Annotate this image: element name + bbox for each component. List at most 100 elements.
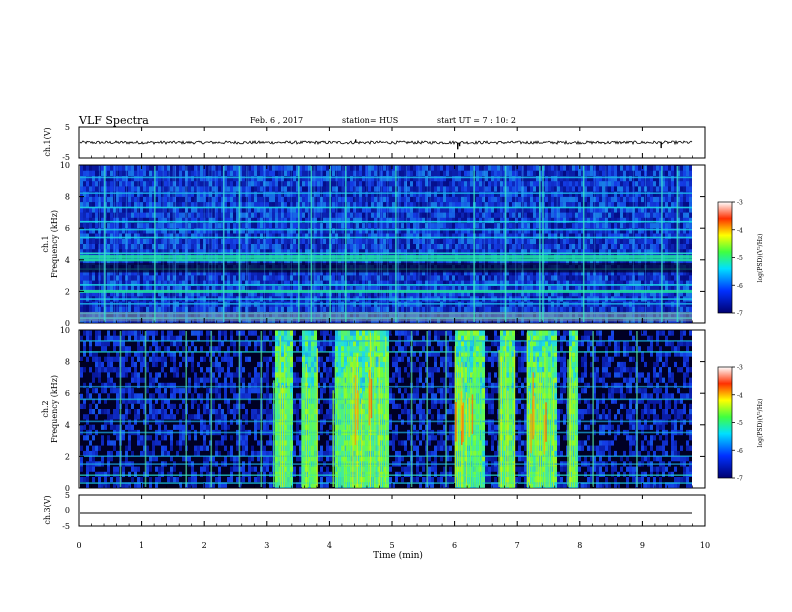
spectrogram-cell: [275, 270, 278, 276]
spectrogram-cell: [419, 291, 422, 297]
spectrogram-cell: [479, 176, 482, 182]
spectrogram-cell: [482, 181, 485, 187]
spectrogram-cell: [347, 217, 350, 224]
spectrogram-cell: [479, 191, 482, 198]
spectrogram-cell: [506, 291, 509, 297]
spectrogram-cell: [299, 228, 302, 234]
spectrogram-cell: [188, 196, 191, 203]
spectrogram-cell: [179, 238, 182, 245]
spectrogram-cell: [530, 228, 533, 234]
spectrogram-cell: [302, 285, 305, 292]
spectrogram-cell: [185, 165, 188, 171]
spectrogram-cell: [203, 217, 206, 224]
spectrogram-cell: [113, 186, 116, 192]
spectrogram-cell: [188, 238, 191, 245]
spectrogram-cell: [326, 249, 329, 255]
spectrogram-cell: [158, 196, 161, 203]
spectrogram-cell: [362, 228, 365, 234]
spectrogram-cell: [146, 238, 149, 245]
spectrogram-cell: [224, 238, 227, 245]
spectrogram-cell: [335, 202, 338, 208]
spectrogram-cell: [128, 217, 131, 224]
spectrogram-cell: [155, 186, 158, 192]
spectrogram-cell: [131, 306, 134, 313]
spectrogram-cell: [524, 244, 527, 250]
spectrogram-cell: [557, 207, 560, 213]
spectrogram-cell: [401, 306, 404, 313]
spectrogram-cell: [194, 275, 197, 281]
spectrogram-cell: [440, 228, 443, 234]
spectrogram-cell: [401, 165, 404, 171]
spectrogram-cell: [551, 170, 554, 177]
spectrogram-cell: [236, 181, 239, 187]
spectrogram-cell: [263, 285, 266, 292]
spectrogram-cell: [284, 186, 287, 192]
spectrogram-cell: [110, 176, 113, 182]
spectrogram-cell: [218, 165, 221, 171]
spectrogram-cell: [386, 170, 389, 177]
spectrogram-cell: [197, 228, 200, 234]
spectrogram-cell: [167, 186, 170, 192]
spectrogram-cell: [311, 270, 314, 276]
spectrogram-cell: [236, 259, 239, 266]
spectrogram-cell: [293, 191, 296, 198]
spectrogram-cell: [536, 165, 539, 171]
spectrogram-cell: [464, 202, 467, 208]
spectrogram-cell: [449, 196, 452, 203]
spectrogram-cell: [575, 259, 578, 266]
spectrogram-cell: [443, 191, 446, 198]
spectrogram-cell: [527, 280, 530, 287]
spectrogram-cell: [485, 165, 488, 171]
spectrogram-cell: [164, 191, 167, 198]
spectrogram-cell: [233, 233, 236, 239]
spectrogram-cell: [296, 306, 299, 313]
spectrogram-cell: [443, 186, 446, 192]
spectrogram-cell: [374, 249, 377, 255]
spectrogram-cell: [305, 176, 308, 182]
spectrogram-cell: [182, 181, 185, 187]
spectrogram-cell: [476, 217, 479, 224]
spectrogram-cell: [560, 191, 563, 198]
spectrogram-cell: [443, 306, 446, 313]
spectrogram-cell: [479, 186, 482, 192]
spectrogram-cell: [293, 196, 296, 203]
spectrogram-cell: [356, 291, 359, 297]
spectrogram-cell: [269, 275, 272, 281]
spectrogram-cell: [200, 212, 203, 219]
spectrogram-cell: [278, 244, 281, 250]
spectrogram-cell: [377, 181, 380, 187]
spectrogram-cell: [197, 223, 200, 229]
spectrogram-cell: [263, 249, 266, 255]
spectrogram-cell: [269, 280, 272, 287]
spectrogram-cell: [527, 306, 530, 313]
spectrogram-cell: [86, 202, 89, 208]
spectrogram-cell: [398, 238, 401, 245]
spectrogram-cell: [305, 212, 308, 219]
spectrogram-cell: [470, 270, 473, 276]
spectrogram-cell: [374, 228, 377, 234]
spectrogram-cell: [359, 238, 362, 245]
spectrogram-cell: [146, 202, 149, 208]
spectrogram-cell: [521, 202, 524, 208]
spectrogram-cell: [152, 259, 155, 266]
spectrogram-cell: [575, 212, 578, 219]
spectrogram-cell: [380, 228, 383, 234]
spectrogram-cell: [467, 259, 470, 266]
spectrogram-cell: [404, 186, 407, 192]
spectrogram-cell: [233, 223, 236, 229]
spectrogram-cell: [557, 280, 560, 287]
spectrogram-cell: [116, 228, 119, 234]
spectrogram-cell: [485, 228, 488, 234]
spectrogram-cell: [275, 176, 278, 182]
spectrogram-cell: [287, 280, 290, 287]
spectrogram-cell: [476, 170, 479, 177]
spectrogram-cell: [86, 270, 89, 276]
spectrogram-cell: [245, 306, 248, 313]
spectrogram-cell: [110, 202, 113, 208]
spectrogram-cell: [116, 176, 119, 182]
spectrogram-cell: [152, 223, 155, 229]
spectrogram-cell: [398, 280, 401, 287]
spectrogram-cell: [188, 165, 191, 171]
spectrogram-cell: [215, 176, 218, 182]
spectrogram-cell: [347, 191, 350, 198]
